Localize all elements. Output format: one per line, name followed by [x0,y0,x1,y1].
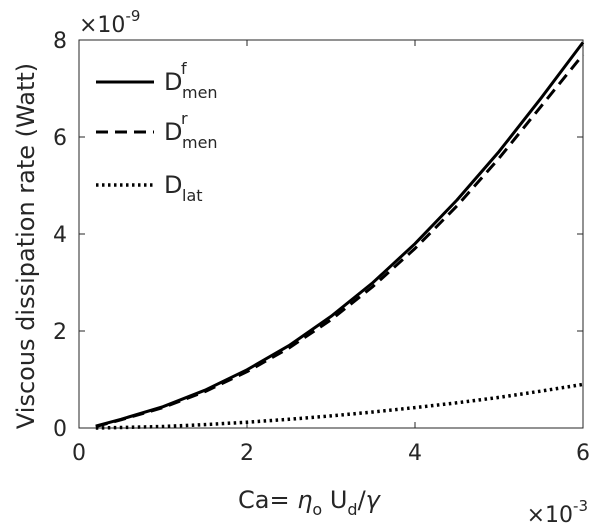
series-line-1 [95,41,585,428]
y-tick-label: 2 [53,320,67,345]
x-tick-label: 6 [576,441,590,466]
x-tick-label: 2 [240,441,254,466]
y-tick-label: 4 [53,223,67,248]
tick-marks [78,39,584,429]
y-multiplier: ×10-9 [79,7,140,38]
y-axis-label: Viscous dissipation rate (Watt) [12,63,40,429]
series-line-3 [95,382,584,430]
x-multiplier: ×10-3 [527,497,588,528]
series-line-2 [95,53,585,428]
x-tick-label: 4 [408,441,422,466]
x-axis-label: Ca= ηo Ud/γ [238,486,382,519]
plot-frame [78,39,584,429]
axis-labels: 0 2 4 6 0 2 4 6 8 ×10-9 ×10-3 Viscous dissipation r… [12,7,590,528]
legend: Df men Dr men Dlat [96,59,218,205]
y-tick-label: 8 [53,29,67,54]
legend-label-2: Dr men [164,109,218,152]
legend-label-1: Df men [164,59,218,102]
series-lines [95,41,585,430]
y-tick-label: 6 [53,126,67,151]
legend-label-3: Dlat [164,171,203,205]
y-tick-label: 0 [53,417,67,442]
x-tick-label: 0 [72,441,86,466]
axes-frame [78,39,584,429]
